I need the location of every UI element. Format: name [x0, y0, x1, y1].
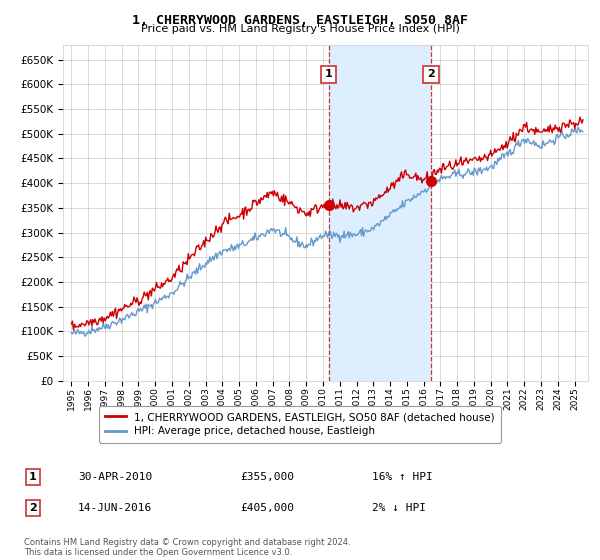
Text: Contains HM Land Registry data © Crown copyright and database right 2024.
This d: Contains HM Land Registry data © Crown c…	[24, 538, 350, 557]
Text: 2: 2	[427, 69, 435, 80]
Bar	[329, 45, 431, 381]
Text: 1: 1	[29, 472, 37, 482]
Text: 1, CHERRYWOOD GARDENS, EASTLEIGH, SO50 8AF: 1, CHERRYWOOD GARDENS, EASTLEIGH, SO50 8…	[132, 14, 468, 27]
Legend: 1, CHERRYWOOD GARDENS, EASTLEIGH, SO50 8AF (detached house), HPI: Average price,: 1, CHERRYWOOD GARDENS, EASTLEIGH, SO50 8…	[99, 406, 501, 442]
Text: 14-JUN-2016: 14-JUN-2016	[78, 503, 152, 513]
Text: 16% ↑ HPI: 16% ↑ HPI	[372, 472, 433, 482]
Text: 1: 1	[325, 69, 332, 80]
Text: £405,000: £405,000	[240, 503, 294, 513]
Text: 2: 2	[29, 503, 37, 513]
Text: £355,000: £355,000	[240, 472, 294, 482]
Text: 30-APR-2010: 30-APR-2010	[78, 472, 152, 482]
Text: Price paid vs. HM Land Registry's House Price Index (HPI): Price paid vs. HM Land Registry's House …	[140, 24, 460, 34]
Text: 2% ↓ HPI: 2% ↓ HPI	[372, 503, 426, 513]
